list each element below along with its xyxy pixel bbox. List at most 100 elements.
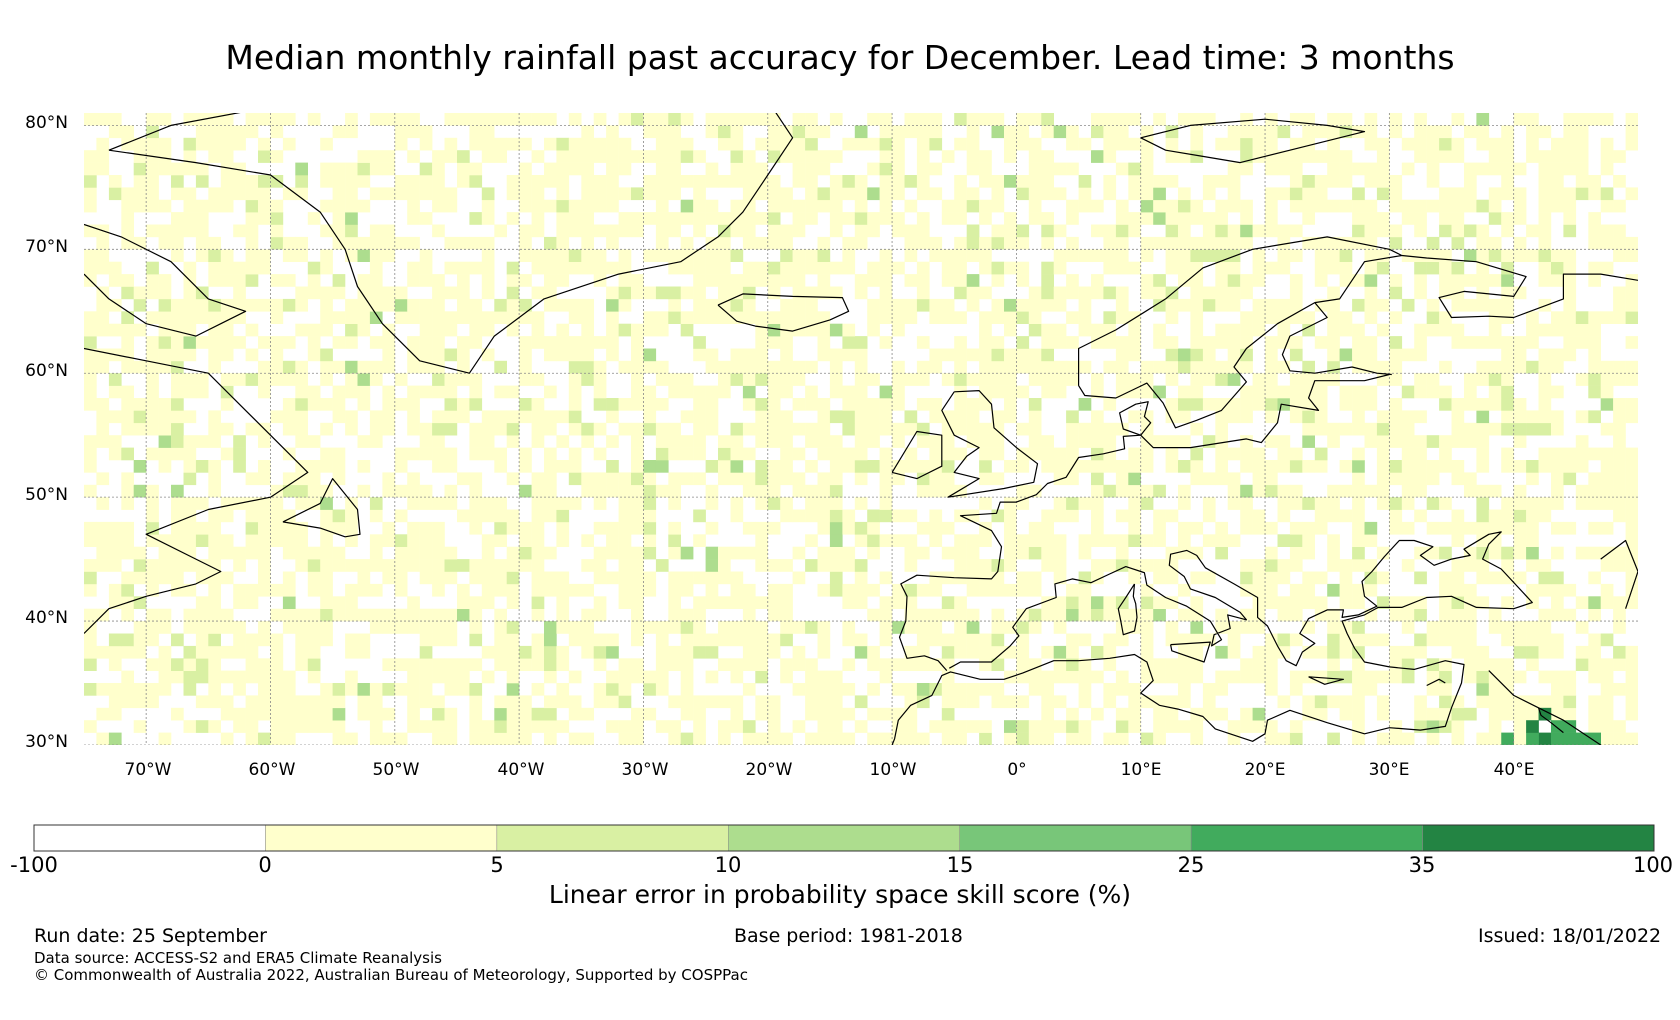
grid-cell	[171, 373, 184, 386]
grid-cell	[345, 645, 358, 659]
grid-cell	[419, 559, 433, 572]
grid-cell	[929, 348, 943, 362]
grid-cell	[1327, 621, 1340, 634]
grid-cell	[730, 435, 744, 448]
grid-cell	[1352, 274, 1365, 287]
grid-cell	[767, 645, 781, 659]
grid-cell	[1426, 472, 1440, 486]
grid-cell	[879, 422, 893, 436]
grid-cell	[220, 707, 234, 721]
grid-cell	[668, 534, 681, 547]
grid-cell	[544, 695, 557, 709]
grid-cell	[593, 521, 607, 535]
grid-cell	[295, 298, 308, 312]
grid-cell	[1551, 608, 1564, 622]
grid-cell	[1289, 298, 1303, 312]
grid-cell	[96, 422, 110, 436]
grid-cell	[1501, 460, 1514, 473]
grid-cell	[1389, 720, 1403, 733]
grid-cell	[1128, 683, 1141, 696]
grid-cell	[606, 645, 619, 659]
grid-cell	[668, 695, 681, 709]
grid-cell	[369, 274, 383, 287]
grid-cell	[1401, 497, 1415, 510]
grid-cell	[1028, 583, 1042, 597]
grid-cell	[419, 608, 433, 622]
grid-cell	[1004, 398, 1017, 411]
grid-cell	[643, 534, 657, 547]
grid-cell	[282, 509, 296, 523]
grid-cell	[618, 658, 632, 671]
grid-cell	[1165, 336, 1179, 349]
grid-cell	[879, 534, 893, 547]
grid-cell	[158, 608, 172, 622]
grid-cell	[1439, 683, 1452, 696]
grid-cell	[1265, 720, 1278, 733]
grid-cell	[606, 398, 619, 411]
grid-cell	[295, 385, 308, 399]
grid-cell	[531, 410, 545, 424]
grid-cell	[916, 435, 930, 448]
grid-cell	[1588, 645, 1601, 659]
grid-cell	[618, 360, 632, 374]
grid-cell	[1339, 645, 1353, 659]
grid-cell	[444, 707, 458, 721]
grid-cell	[1053, 460, 1067, 473]
grid-cell	[1128, 410, 1141, 424]
grid-cell	[991, 559, 1005, 572]
grid-cell	[581, 645, 594, 659]
grid-cell	[929, 460, 943, 473]
grid-cell	[1451, 596, 1465, 609]
grid-cell	[307, 645, 321, 659]
grid-cell	[854, 348, 868, 362]
grid-cell	[1140, 360, 1154, 374]
grid-cell	[469, 484, 483, 498]
grid-cell	[979, 583, 992, 597]
grid-cell	[954, 645, 967, 659]
grid-cell	[1414, 509, 1427, 523]
grid-cell	[146, 385, 159, 399]
grid-cell	[1041, 534, 1054, 547]
grid-cell	[494, 658, 507, 671]
grid-cell	[805, 497, 818, 510]
grid-cell	[1352, 546, 1365, 560]
grid-cell	[432, 274, 445, 287]
grid-cell	[742, 608, 756, 622]
grid-cell	[1352, 720, 1365, 733]
grid-cell	[867, 608, 880, 622]
grid-cell	[742, 484, 756, 498]
grid-cell	[1004, 497, 1017, 510]
grid-cell	[904, 695, 918, 709]
grid-cell	[842, 521, 856, 535]
grid-cell	[1128, 695, 1141, 709]
grid-cell	[432, 633, 445, 647]
grid-cell	[805, 398, 818, 411]
grid-cell	[307, 571, 321, 585]
grid-cell	[419, 534, 433, 547]
grid-cell	[544, 472, 557, 486]
grid-cell	[158, 534, 172, 547]
grid-cell	[954, 422, 967, 436]
grid-cell	[1526, 658, 1539, 671]
grid-cell	[693, 398, 706, 411]
grid-cell	[792, 274, 806, 287]
grid-cell	[1501, 360, 1514, 374]
grid-cell	[631, 621, 644, 634]
grid-cell	[432, 546, 445, 560]
grid-cell	[506, 422, 520, 436]
grid-cell	[1625, 298, 1638, 312]
grid-cell	[1451, 645, 1465, 659]
grid-cell	[879, 460, 893, 473]
grid-cell	[1575, 621, 1589, 634]
grid-cell	[1202, 534, 1216, 547]
grid-cell	[1563, 472, 1577, 486]
grid-cell	[1128, 323, 1141, 337]
grid-cell	[631, 435, 644, 448]
grid-cell	[1501, 695, 1514, 709]
grid-cell	[1028, 286, 1042, 300]
grid-cell	[1538, 410, 1552, 424]
grid-cell	[556, 336, 570, 349]
grid-cell	[307, 274, 321, 287]
grid-cell	[966, 398, 980, 411]
colorbar-segment	[1190, 824, 1423, 852]
